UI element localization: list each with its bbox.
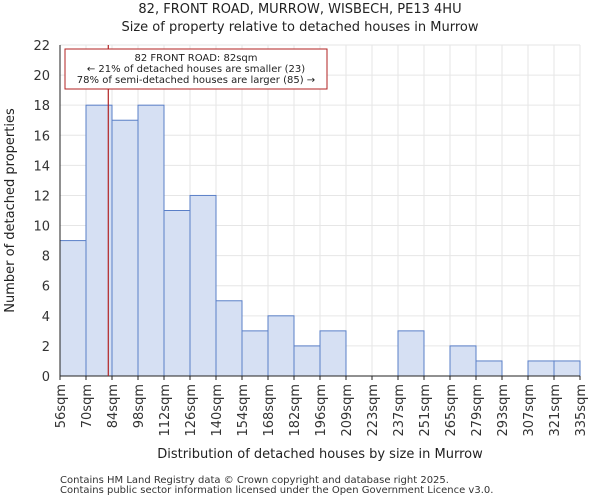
histogram-bar (111, 119, 139, 377)
footer-licence: Contains public sector information licen… (60, 485, 494, 496)
y-tick-label: 8 (42, 250, 50, 265)
chart-subtitle: Size of property relative to detached ho… (121, 20, 479, 35)
histogram-bar (449, 345, 477, 377)
histogram-bar (553, 360, 581, 377)
y-tick-label: 12 (33, 189, 50, 204)
x-tick-label: 279sqm (470, 384, 485, 437)
x-tick-label: 307sqm (522, 384, 537, 437)
histogram-chart: 82 FRONT ROAD: 82sqm← 21% of detached ho… (3, 39, 589, 462)
x-tick-label: 182sqm (288, 384, 303, 437)
histogram-bar (319, 330, 347, 377)
y-tick-label: 18 (33, 99, 50, 114)
x-tick-label: 209sqm (340, 384, 355, 437)
x-tick-label: 237sqm (392, 384, 407, 437)
histogram-bar (475, 360, 503, 377)
histogram-bar (397, 330, 425, 377)
x-tick-label: 98sqm (132, 384, 147, 428)
chart-title: 82, FRONT ROAD, MURROW, WISBECH, PE13 4H… (138, 2, 462, 17)
annotation-line: 82 FRONT ROAD: 82sqm (135, 53, 258, 64)
y-tick-label: 6 (42, 280, 50, 295)
x-tick-label: 196sqm (314, 384, 329, 437)
y-tick-label: 4 (42, 310, 50, 325)
annotation-line: ← 21% of detached houses are smaller (23… (87, 64, 305, 75)
x-tick-label: 70sqm (80, 384, 95, 428)
bars (59, 104, 581, 377)
x-tick-label: 335sqm (574, 384, 589, 437)
histogram-bar (137, 104, 165, 377)
axes (59, 45, 581, 380)
annotation-line: 78% of semi-detached houses are larger (… (77, 75, 315, 86)
x-tick-label: 154sqm (236, 384, 251, 437)
x-tick-label: 321sqm (548, 384, 563, 437)
y-tick-label: 16 (33, 129, 50, 144)
y-tick-label: 14 (33, 159, 50, 174)
x-axis-title: Distribution of detached houses by size … (157, 447, 483, 462)
y-tick-label: 20 (33, 69, 50, 84)
footer-copyright: Contains HM Land Registry data © Crown c… (60, 475, 449, 486)
histogram-bar (59, 240, 87, 377)
y-tick-label: 0 (42, 370, 50, 385)
histogram-bar (241, 330, 269, 377)
histogram-bar (267, 315, 295, 377)
x-tick-label: 84sqm (106, 384, 121, 428)
x-tick-label: 56sqm (54, 384, 69, 428)
histogram-bar (293, 345, 321, 377)
x-tick-label: 251sqm (418, 384, 433, 437)
x-tick-label: 140sqm (210, 384, 225, 437)
y-tick-label: 2 (42, 340, 50, 355)
x-tick-label: 168sqm (262, 384, 277, 437)
annotation: 82 FRONT ROAD: 82sqm← 21% of detached ho… (64, 48, 328, 90)
annotation-box (64, 48, 328, 90)
histogram-bar (215, 300, 243, 377)
y-tick-label: 22 (33, 39, 50, 54)
x-tick-label: 223sqm (366, 384, 381, 437)
x-tick-label: 293sqm (496, 384, 511, 437)
y-axis-title: Number of detached properties (3, 108, 18, 313)
x-tick-label: 265sqm (444, 384, 459, 437)
histogram-bar (163, 210, 191, 377)
histogram-bar (189, 194, 217, 377)
histogram-bar (527, 360, 555, 377)
y-tick-label: 10 (33, 220, 50, 235)
axis-labels: 0 2 4 6 8 10 12 14 16 18 20 22 56sqm 70sqm 84sqm 98sqm 1… (3, 39, 589, 462)
x-tick-label: 112sqm (158, 384, 173, 437)
x-tick-label: 126sqm (184, 384, 199, 437)
